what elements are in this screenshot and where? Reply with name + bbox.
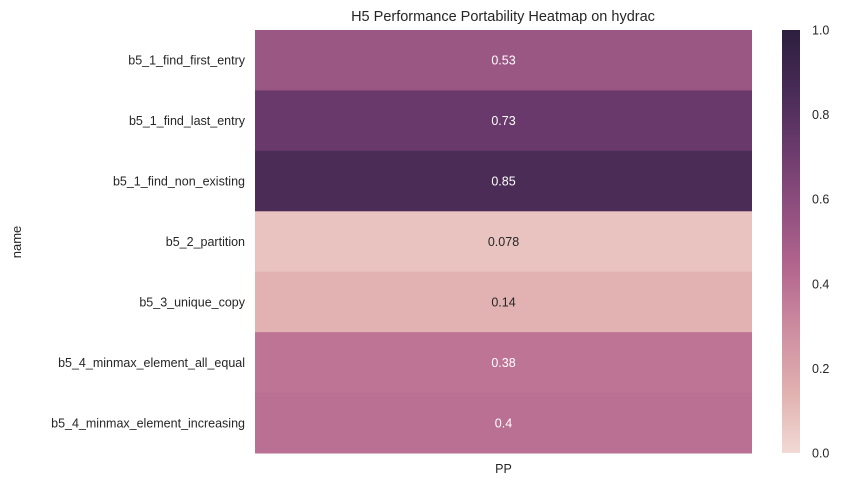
- row-tick-label: b5_4_minmax_element_increasing: [51, 416, 245, 430]
- heatmap-cell: [255, 30, 752, 91]
- heatmap-cells: 0.53 0.73 0.85 0.078 0.14 0.38 0.4: [255, 30, 752, 454]
- colorbar-tick-label: 0.0: [812, 447, 829, 461]
- cell-value-label: 0.53: [491, 54, 515, 68]
- heatmap-cell: [255, 332, 752, 394]
- colorbar-gradient: [782, 30, 800, 453]
- row-tick-label: b5_1_find_first_entry: [128, 54, 245, 68]
- colorbar-tick-label: 0.6: [812, 193, 829, 207]
- heatmap-cell: [255, 271, 752, 333]
- row-tick-label: b5_2_partition: [166, 235, 245, 249]
- colorbar-tick-label: 0.8: [812, 108, 829, 122]
- colorbar-tick-label: 1.0: [812, 24, 829, 38]
- column-labels: PP: [495, 462, 512, 476]
- colorbar-tick-label: 0.2: [812, 362, 829, 376]
- cell-value-label: 0.85: [491, 175, 515, 189]
- heatmap-cell: [255, 150, 752, 212]
- colorbar-tick-label: 0.4: [812, 277, 829, 291]
- chart-title: H5 Performance Portability Heatmap on hy…: [351, 9, 655, 25]
- heatmap-cell: [255, 211, 752, 273]
- row-tick-label: b5_4_minmax_element_all_equal: [58, 356, 245, 370]
- y-axis-label: name: [9, 226, 24, 259]
- cell-value-label: 0.14: [491, 295, 515, 309]
- colorbar: 0.0 0.2 0.4 0.6 0.8 1.0: [782, 24, 829, 461]
- heatmap-cell: [255, 392, 752, 454]
- row-tick-label: b5_1_find_non_existing: [113, 175, 245, 189]
- row-tick-label: b5_1_find_last_entry: [129, 114, 246, 128]
- column-tick-label: PP: [495, 462, 512, 476]
- row-tick-label: b5_3_unique_copy: [139, 295, 245, 309]
- heatmap-cell: [255, 90, 752, 152]
- cell-value-label: 0.38: [491, 356, 515, 370]
- row-labels: b5_1_find_first_entry b5_1_find_last_entr…: [51, 54, 246, 431]
- cell-value-label: 0.73: [491, 114, 515, 128]
- cell-value-label: 0.078: [488, 235, 519, 249]
- cell-value-label: 0.4: [495, 416, 512, 430]
